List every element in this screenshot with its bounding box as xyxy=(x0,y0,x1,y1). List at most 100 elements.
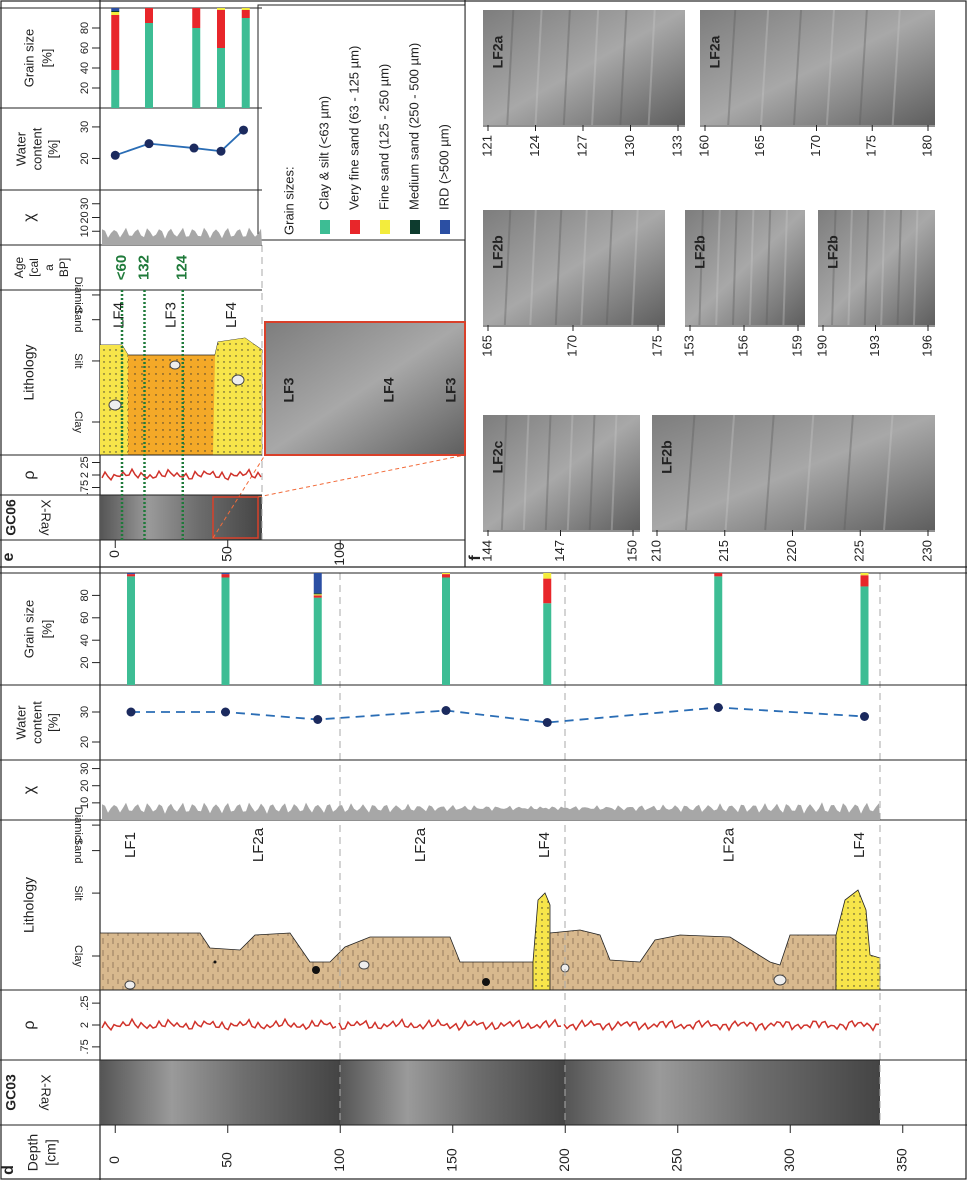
core-tick-label: 121 xyxy=(479,135,494,157)
core-image xyxy=(652,415,935,530)
legend-swatch xyxy=(320,220,330,234)
grain-bar xyxy=(714,573,723,577)
lith-scale-label: Clay xyxy=(72,411,84,434)
legend-label: Fine sand (125 - 250 µm) xyxy=(376,64,391,210)
grain-bar xyxy=(241,8,250,10)
header: BP] xyxy=(57,258,71,277)
lith-scale-label: Diamict xyxy=(72,277,84,314)
lith-unit-label: LF3 xyxy=(162,302,179,328)
scale-tick-label: 40 xyxy=(79,634,91,646)
grain-bar xyxy=(111,12,120,15)
core-image xyxy=(700,10,935,125)
lith-unit-label: LF4 xyxy=(851,832,868,858)
core-stripe xyxy=(843,414,854,531)
scale-tick-label: 80 xyxy=(79,22,91,34)
scale-tick-label: 60 xyxy=(79,612,91,624)
core-tick-label: 150 xyxy=(624,540,639,562)
grain-bar xyxy=(442,573,450,575)
core-tick-label: 160 xyxy=(696,135,711,157)
water-point xyxy=(313,715,323,724)
scale-tick-label: .25 xyxy=(79,995,91,1010)
header: [cal xyxy=(27,258,41,277)
grain-bar xyxy=(111,15,120,70)
lith-scale-label: Diamict xyxy=(72,807,84,844)
header: ρ xyxy=(21,1020,38,1029)
scale-tick-label: .75 xyxy=(79,1039,91,1054)
depth-tick-label: 50 xyxy=(218,1152,234,1168)
water-point xyxy=(221,707,230,717)
lith-unit-label: LF4 xyxy=(536,832,553,858)
core-stripe xyxy=(503,209,512,326)
header: Water xyxy=(13,131,28,166)
core-stripe xyxy=(858,9,868,126)
grain-bar xyxy=(145,23,153,108)
grain-bar xyxy=(217,48,225,108)
core-stripe xyxy=(896,209,903,326)
legend-swatch xyxy=(350,220,360,234)
legend-swatch xyxy=(380,220,390,234)
core-name: GC06 xyxy=(3,499,19,536)
core-tick-label: 153 xyxy=(681,335,696,357)
core-stripe xyxy=(544,414,552,531)
core-stripe xyxy=(619,9,628,126)
core-stripe xyxy=(847,209,853,326)
panel-letter: f xyxy=(467,555,484,561)
core-image-label: LF2b xyxy=(825,235,841,268)
scale-tick-label: 2 xyxy=(79,472,91,478)
core-stripe xyxy=(698,209,704,326)
lith-unit-label: LF1 xyxy=(122,832,139,858)
grain-bar xyxy=(111,70,120,108)
core-tick-label: 210 xyxy=(648,540,663,562)
scale-tick-label: .75 xyxy=(79,480,91,495)
scale-tick-label: 30 xyxy=(79,762,91,774)
lith-unit-label: LF4 xyxy=(111,302,128,328)
header: χ xyxy=(21,785,38,794)
core-tick-label: 215 xyxy=(716,540,731,562)
core-stripe xyxy=(684,414,696,531)
core-stripe xyxy=(831,209,837,326)
grain-bar xyxy=(714,576,723,685)
legend-box xyxy=(257,4,466,241)
grain-bar xyxy=(313,593,322,595)
grain-bar xyxy=(860,573,869,576)
lith-unit-label: LF2a xyxy=(250,827,267,862)
scale-tick-label: 25 xyxy=(79,456,91,468)
lith-unit-label: LF2a xyxy=(412,827,429,862)
core-stripe xyxy=(912,209,919,326)
core-stripe xyxy=(522,414,530,531)
header: Depth xyxy=(25,1134,41,1171)
grain-bar xyxy=(127,573,135,575)
inset-label: LF3 xyxy=(443,377,459,402)
core-stripe xyxy=(793,9,803,126)
header: content xyxy=(29,701,44,744)
water-point xyxy=(239,125,248,135)
core-tick-label: 130 xyxy=(622,135,637,157)
core-stripe xyxy=(554,209,563,326)
grain-bar xyxy=(217,10,225,48)
depth-tick-label: 250 xyxy=(668,1148,684,1172)
core-stripe xyxy=(863,209,870,326)
depth-tick-label: 50 xyxy=(218,546,234,562)
header: ρ xyxy=(21,470,38,479)
water-point xyxy=(542,718,552,727)
grain-bar xyxy=(127,574,135,577)
core-tick-label: 170 xyxy=(808,135,823,157)
water-point xyxy=(126,707,136,717)
header: Lithology xyxy=(21,344,37,400)
lithology-d xyxy=(99,889,881,991)
inset-label: LF3 xyxy=(281,377,297,402)
grain-bar xyxy=(145,8,153,23)
scale-tick-label: 20 xyxy=(79,656,91,668)
core-stripe xyxy=(715,209,721,326)
header: χ xyxy=(21,213,38,222)
lith-scale-label: Clay xyxy=(72,945,84,968)
density-curve xyxy=(563,1019,880,1032)
core-tick-label: 147 xyxy=(552,540,567,562)
core-image xyxy=(483,10,685,125)
depth-tick-label: 200 xyxy=(556,1148,572,1172)
header: Lithology xyxy=(21,877,37,933)
header: [%] xyxy=(45,140,60,159)
core-stripe xyxy=(588,414,596,531)
